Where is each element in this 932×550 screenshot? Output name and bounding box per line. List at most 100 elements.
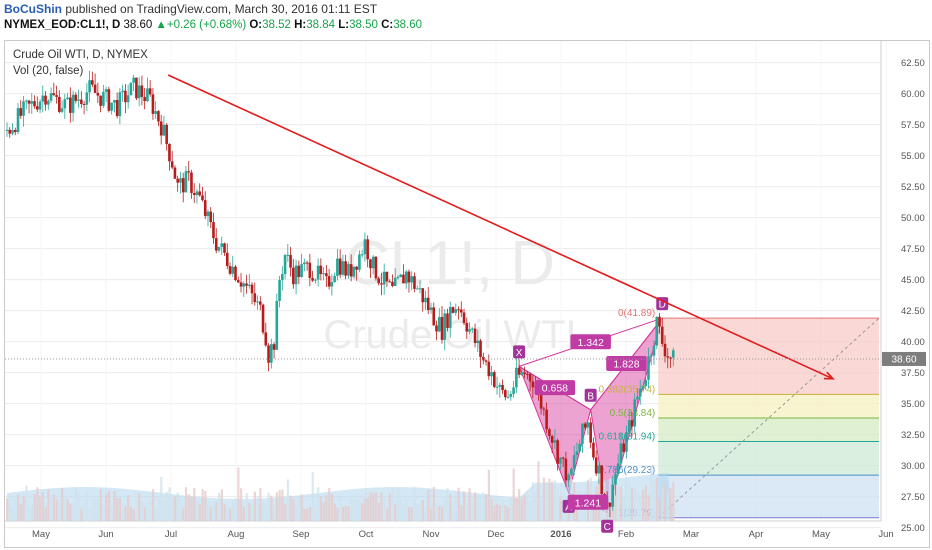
candle-body bbox=[520, 372, 524, 375]
last-price-tag bbox=[882, 351, 926, 366]
volume-bar bbox=[361, 503, 364, 521]
candle-body bbox=[476, 340, 480, 343]
candle-body bbox=[206, 211, 210, 217]
candle-body bbox=[192, 193, 196, 195]
candle-body bbox=[396, 277, 400, 279]
volume-bar bbox=[672, 482, 675, 521]
candle-body bbox=[583, 423, 587, 428]
candle-body bbox=[325, 273, 328, 277]
volume-bar bbox=[284, 503, 287, 521]
candle-body bbox=[594, 457, 598, 474]
volume-bar bbox=[339, 497, 342, 521]
pattern-point-marker-d bbox=[656, 297, 669, 311]
volume-bar bbox=[650, 466, 653, 521]
candle-body bbox=[30, 101, 34, 104]
candle-body bbox=[451, 307, 455, 313]
candle-body bbox=[234, 266, 237, 281]
volume-bar bbox=[358, 498, 361, 521]
candle-body bbox=[506, 396, 510, 398]
candle-body bbox=[498, 384, 502, 387]
candle-body bbox=[344, 261, 347, 276]
candle-body bbox=[424, 297, 427, 303]
candle-body bbox=[658, 316, 661, 327]
volume-bar bbox=[17, 494, 20, 521]
ratio-badge bbox=[534, 380, 576, 396]
close-value: 38.60 bbox=[393, 19, 423, 31]
volume-bar bbox=[99, 489, 102, 521]
volume-bar bbox=[162, 499, 166, 521]
volume-bar bbox=[77, 492, 80, 521]
volume-bar bbox=[102, 505, 105, 521]
candle-body bbox=[586, 422, 590, 428]
volume-bar bbox=[129, 506, 133, 521]
volume-bar bbox=[476, 493, 479, 521]
volume-bar bbox=[622, 495, 625, 521]
candle-body bbox=[203, 200, 207, 217]
candle-body bbox=[220, 243, 224, 247]
author-link[interactable]: BoCuShin bbox=[4, 2, 62, 16]
volume-bar bbox=[14, 499, 17, 521]
candle-body bbox=[126, 95, 130, 103]
volume-bar bbox=[380, 493, 383, 521]
volume-bar bbox=[242, 507, 245, 521]
candle-body bbox=[168, 143, 171, 162]
price-chart-svg[interactable]: 25.00 27.50 30.00 32.50 35.00 37.50 40.00 42.50… bbox=[5, 41, 929, 547]
candle-body bbox=[286, 254, 290, 256]
candle-body bbox=[93, 84, 97, 93]
candle-body bbox=[459, 309, 463, 313]
volume-bar bbox=[608, 478, 612, 521]
fib-level-label: 0(41.89) bbox=[618, 308, 655, 319]
volume-bar bbox=[83, 504, 86, 521]
candle-body bbox=[63, 99, 67, 109]
candles bbox=[5, 70, 675, 518]
fib-diagonal bbox=[657, 317, 880, 519]
candle-body bbox=[71, 94, 75, 113]
candle-body bbox=[115, 100, 119, 117]
candle-body bbox=[124, 90, 127, 103]
candle-body bbox=[512, 387, 515, 394]
volume-bar bbox=[198, 503, 201, 521]
chart-panel[interactable]: 25.00 27.50 30.00 32.50 35.00 37.50 40.00 42.50… bbox=[4, 40, 930, 548]
volume-bar bbox=[487, 469, 491, 521]
volume-bar bbox=[413, 486, 416, 521]
volume-bar bbox=[140, 501, 144, 521]
volume-bar bbox=[22, 496, 25, 521]
volume-legend: Vol (20, false) bbox=[13, 65, 84, 77]
candle-body bbox=[258, 301, 262, 305]
open-value: 38.52 bbox=[262, 19, 291, 31]
candle-body bbox=[245, 283, 248, 286]
candle-body bbox=[176, 178, 179, 183]
ratio-badge bbox=[570, 334, 611, 350]
candle-body bbox=[660, 326, 664, 344]
volume-bar bbox=[195, 500, 199, 521]
candle-body bbox=[415, 288, 419, 290]
volume-bar bbox=[344, 505, 347, 521]
candle-body bbox=[440, 317, 444, 340]
volume-bar bbox=[407, 506, 411, 521]
watermark-symbol: CL1!, D bbox=[345, 229, 555, 298]
volume-bar bbox=[36, 487, 39, 521]
candle-body bbox=[369, 259, 372, 269]
y-tick-label: 60.00 bbox=[901, 89, 925, 100]
candle-body bbox=[292, 267, 295, 285]
candle-body bbox=[545, 409, 548, 430]
candle-body bbox=[165, 124, 168, 144]
volume-bar bbox=[581, 498, 584, 521]
candle-body bbox=[99, 95, 102, 106]
candle-body bbox=[187, 171, 191, 173]
pattern-point-marker-x bbox=[513, 345, 526, 359]
volume-bar bbox=[220, 489, 223, 521]
candle-body bbox=[570, 468, 573, 475]
x-tick-label: May bbox=[812, 529, 830, 540]
volume-bar bbox=[30, 504, 33, 521]
volume-bar bbox=[297, 496, 301, 521]
candle-body bbox=[305, 262, 309, 264]
candle-body bbox=[58, 96, 61, 112]
volume-average-area bbox=[7, 472, 674, 521]
candle-body bbox=[630, 420, 634, 427]
volume-bar bbox=[429, 508, 433, 521]
volume-bar bbox=[454, 492, 457, 521]
candle-body bbox=[644, 379, 648, 387]
candle-body bbox=[663, 343, 667, 357]
